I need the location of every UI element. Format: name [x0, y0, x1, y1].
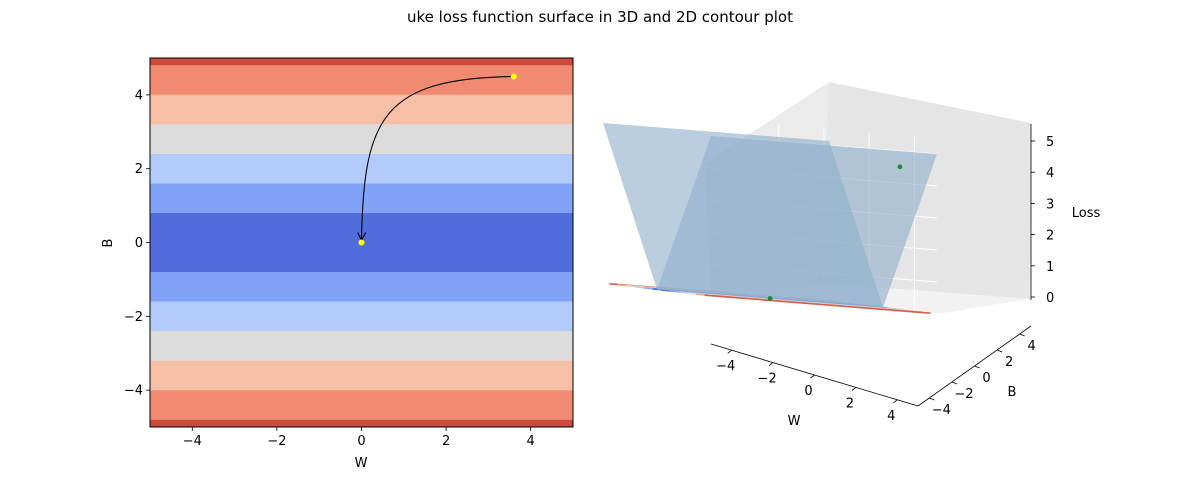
w-axis-tick — [810, 374, 815, 379]
w-axis-tick — [727, 349, 732, 354]
b-axis-ticks: −4−2 024 — [929, 333, 1036, 418]
contour-x-tick-label: −4 — [183, 434, 202, 449]
contour-x-tick-label: 4 — [527, 434, 535, 449]
contour-band — [150, 390, 573, 420]
contour-y-tick-label: 0 — [135, 236, 143, 251]
surface-point-marker — [897, 164, 903, 170]
surface-w-axis-label: W — [788, 414, 801, 429]
gradient-descent-path-arrow — [362, 75, 514, 240]
contour-plot: −4 −2 0 2 4 −4 −2 0 2 4 W B — [101, 57, 574, 471]
loss-axis-ticks: 0 1 2 3 4 5 — [1031, 135, 1054, 306]
b-axis-tick-label: −2 — [954, 387, 973, 402]
loss-axis-tick-label: 1 — [1046, 260, 1054, 275]
contour-band — [150, 360, 573, 391]
b-axis-tick — [951, 381, 958, 385]
surface-points — [767, 164, 903, 301]
contour-x-ticks: −4 −2 0 2 4 — [183, 427, 535, 449]
w-axis-tick-label: 0 — [804, 384, 812, 399]
contour-band — [150, 65, 573, 95]
b-axis-tick-label: 2 — [1005, 355, 1013, 370]
contour-x-tick-label: 2 — [442, 434, 450, 449]
loss-surface-plane-front — [603, 123, 883, 308]
contour-y-tick-label: −2 — [124, 310, 143, 325]
loss-axis-tick-label: 2 — [1046, 229, 1054, 244]
loss-axis-tick-label: 5 — [1046, 135, 1054, 150]
loss-axis-tick-label: 4 — [1046, 166, 1054, 181]
w-axis-tick-label: −4 — [716, 359, 735, 374]
w-axis-tick — [768, 362, 774, 366]
contour-band — [150, 183, 573, 213]
contour-band — [150, 58, 573, 66]
end-point-marker — [358, 239, 365, 246]
loss-axis-tick-label: 3 — [1046, 197, 1054, 212]
loss-axis-tick-label: 0 — [1046, 291, 1054, 306]
surface-contour-line — [704, 294, 931, 315]
b-axis-tick — [996, 349, 1003, 353]
contour-band — [150, 301, 573, 332]
contour-y-tick-label: −4 — [124, 384, 143, 399]
contour-x-tick-label: −2 — [267, 434, 286, 449]
contour-band — [150, 153, 573, 184]
b-axis-tick — [929, 397, 935, 401]
contour-band — [150, 419, 573, 427]
contour-x-tick-label: 0 — [357, 434, 365, 449]
contour-x-axis-label: W — [355, 456, 368, 471]
b-axis-tick-label: −4 — [932, 403, 951, 418]
contour-band — [150, 94, 573, 125]
start-point-marker — [510, 73, 517, 80]
contour-band — [150, 331, 573, 361]
b-axis-tick-label: 4 — [1028, 339, 1036, 354]
loss-surface — [603, 123, 937, 308]
w-axis-tick — [851, 387, 857, 391]
contour-y-axis-label: B — [101, 239, 116, 248]
w-axis-tick-label: 2 — [846, 396, 854, 411]
w-axis-ticks: −4 −2 0 2 4 — [716, 349, 898, 424]
figure-title: uke loss function surface in 3D and 2D c… — [407, 8, 793, 26]
contour-band — [150, 124, 573, 154]
w-axis-tick-label: 4 — [887, 409, 895, 424]
w-axis-tick-label: −2 — [758, 372, 777, 387]
surface-point-marker — [767, 296, 773, 301]
b-axis-tick-label: 0 — [982, 371, 990, 386]
contour-y-ticks: −4 −2 0 2 4 — [124, 88, 150, 399]
surface-b-axis-label: B — [1008, 385, 1017, 400]
b-axis-tick — [1019, 333, 1025, 337]
b-axis-tick — [974, 365, 980, 369]
contour-y-tick-label: 2 — [135, 162, 143, 177]
contour-y-tick-label: 4 — [135, 88, 143, 103]
surface-loss-axis-label: Loss — [1072, 206, 1101, 221]
w-axis-tick — [893, 399, 898, 404]
contour-bands — [150, 58, 573, 427]
contour-band — [150, 272, 573, 302]
